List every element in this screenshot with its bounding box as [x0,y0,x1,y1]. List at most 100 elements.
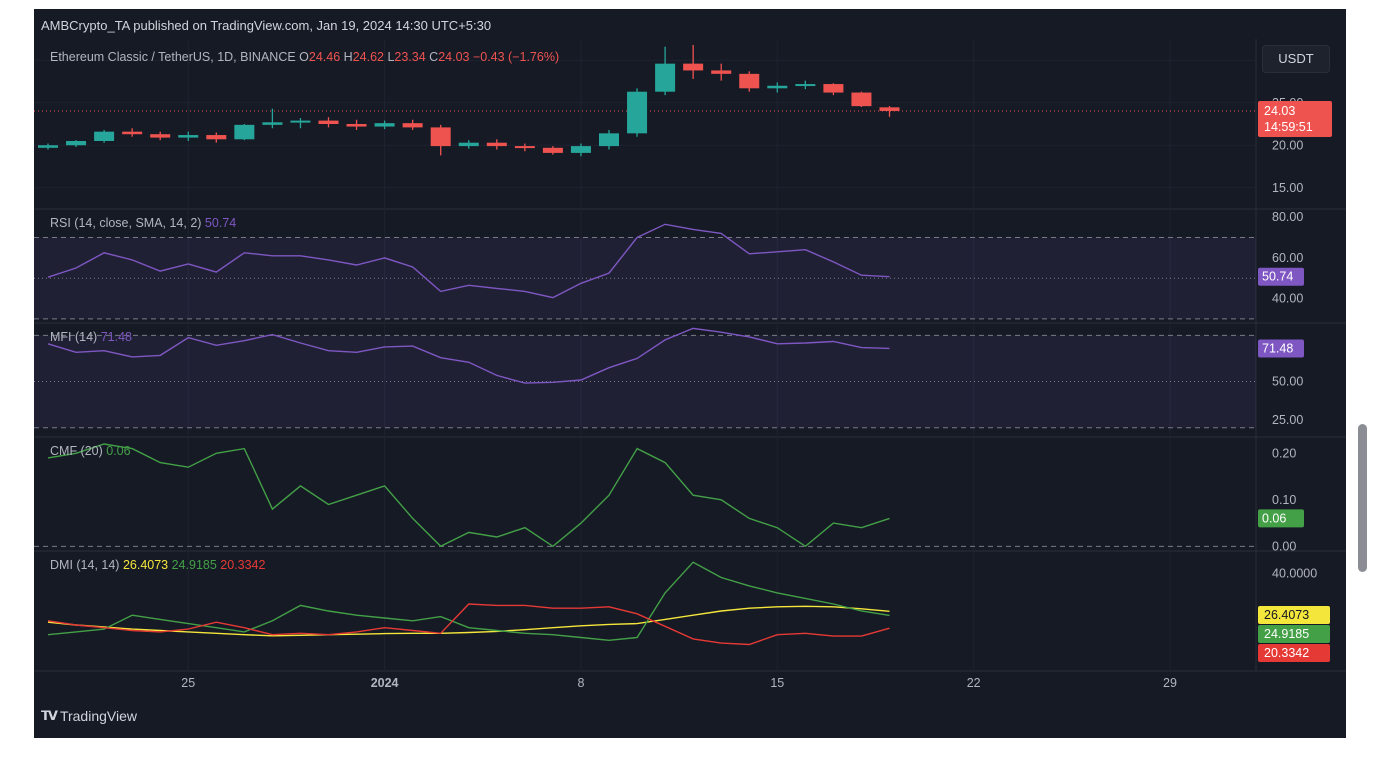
last-price-label: 24.03 [1264,104,1295,118]
rsi-badge [1258,267,1304,286]
dmi-minus-di-line-badge [1258,644,1330,662]
rsi-line [47,223,890,299]
candle-body [374,123,395,127]
rsi-legend: RSI (14, close, SMA, 14, 2) 50.74 [50,216,236,230]
mfi-band-fill [34,335,1256,428]
dmi-plus-di-line-badge-label: 24.9185 [1264,627,1309,641]
candle-body [458,142,479,147]
cmf-tick-label: 0.10 [1272,493,1296,507]
candle-body [318,120,339,124]
rsi-badge-label: 50.74 [1262,270,1293,284]
candle-body [430,127,451,147]
legend-part: 24.46 [309,50,340,64]
time-tick-label: 15 [770,676,784,690]
candle-body [178,135,199,138]
dmi-legend-value: 24.9185 [172,558,221,572]
dmi-tick-label: 40.0000 [1272,566,1317,580]
candle-body [795,84,816,87]
rsi-band-fill [34,237,1256,319]
legend-part: H [340,50,353,64]
time-tick-label: 2024 [371,676,399,690]
tradingview-logo-icon: 𝗧𝗩 [41,708,58,723]
cmf-badge-label: 0.06 [1262,511,1286,525]
time-tick-label: 22 [967,676,981,690]
mfi-legend-value: 71.48 [101,330,132,344]
candle-body [234,124,255,140]
rsi-tick-label: 80.00 [1272,210,1303,224]
legend-part: 24.03 [438,50,469,64]
time-tick-label: 29 [1163,676,1177,690]
dmi-adx-line-badge-label: 26.4073 [1264,608,1309,622]
legend-part: C [426,50,439,64]
candle-body [683,63,704,71]
dmi-legend: DMI (14, 14) 26.4073 24.9185 20.3342 [50,558,266,572]
candle-body [739,73,760,89]
candle-body [346,124,367,127]
dmi-plus-di-line [47,561,890,642]
candle-body [262,122,283,125]
legend-part: Ethereum Classic / TetherUS, 1D, BINANCE [50,50,299,64]
legend-part: L [384,50,394,64]
page-scrollbar[interactable] [1358,424,1367,572]
dmi-minus-di-line-badge-label: 20.3342 [1264,646,1309,660]
mfi-legend: MFI (14) 71.48 [50,330,132,344]
candle-body [486,142,507,147]
countdown-label: 14:59:51 [1264,120,1313,134]
last-price-badge [1258,100,1332,137]
dmi-legend-title: DMI (14, 14) [50,558,123,572]
legend-part: 23.34 [394,50,425,64]
candle-body [627,91,648,134]
candle-body [38,145,58,148]
candle-body [542,147,563,153]
price-tick-label: 20.00 [1272,138,1303,152]
candle-body [402,123,423,128]
candle-body [570,146,591,153]
cmf-line [47,443,890,548]
mfi-legend-title: MFI (14) [50,330,101,344]
mfi-badge [1258,339,1304,358]
candle-body [655,63,676,92]
dmi-legend-value: 20.3342 [220,558,265,572]
mfi-tick-label: 50.00 [1272,375,1303,389]
candle-body [150,134,171,138]
publisher-line: AMBCrypto_TA published on TradingView.co… [41,18,492,33]
dmi-adx-line-badge [1258,606,1330,624]
rsi-tick-label: 40.00 [1272,292,1303,306]
mfi-badge-label: 71.48 [1262,341,1293,355]
legend-part: 24.62 [353,50,384,64]
dmi-legend-value: 26.4073 [123,558,172,572]
rsi-legend-title: RSI (14, close, SMA, 14, 2) [50,216,205,230]
mfi-line [47,327,890,384]
cmf-tick-label: 0.00 [1272,539,1296,553]
tradingview-logo[interactable]: 𝗧𝗩 TradingView [41,708,137,724]
candle-body [767,85,788,89]
dmi-adx-line [47,605,890,637]
candle-body [851,92,872,107]
candle-body [94,131,115,141]
candle-body [514,146,535,149]
cmf-legend-value: 0.06 [106,444,130,458]
candle-body [599,133,619,147]
price-legend: Ethereum Classic / TetherUS, 1D, BINANCE… [50,50,559,64]
legend-part: −0.43 (−1.76%) [469,50,559,64]
candle-body [711,70,732,74]
currency-unit-button[interactable]: USDT [1262,45,1330,73]
logo-text: TradingView [59,708,137,724]
dmi-plus-di-line-badge [1258,625,1330,643]
mfi-tick-label: 25.00 [1272,413,1303,427]
rsi-legend-value: 50.74 [205,216,236,230]
time-tick-label: 25 [181,676,195,690]
candle-body [823,84,844,93]
dmi-minus-di-line [47,603,890,646]
time-tick-label: 8 [577,676,584,690]
candle-body [206,135,227,140]
cmf-legend: CMF (20) 0.06 [50,444,131,458]
cmf-badge [1258,509,1304,528]
rsi-tick-label: 60.00 [1272,251,1303,265]
cmf-legend-title: CMF (20) [50,444,106,458]
candle-body [290,120,311,123]
price-tick-label: 15.00 [1272,181,1303,195]
candle-body [879,107,900,111]
